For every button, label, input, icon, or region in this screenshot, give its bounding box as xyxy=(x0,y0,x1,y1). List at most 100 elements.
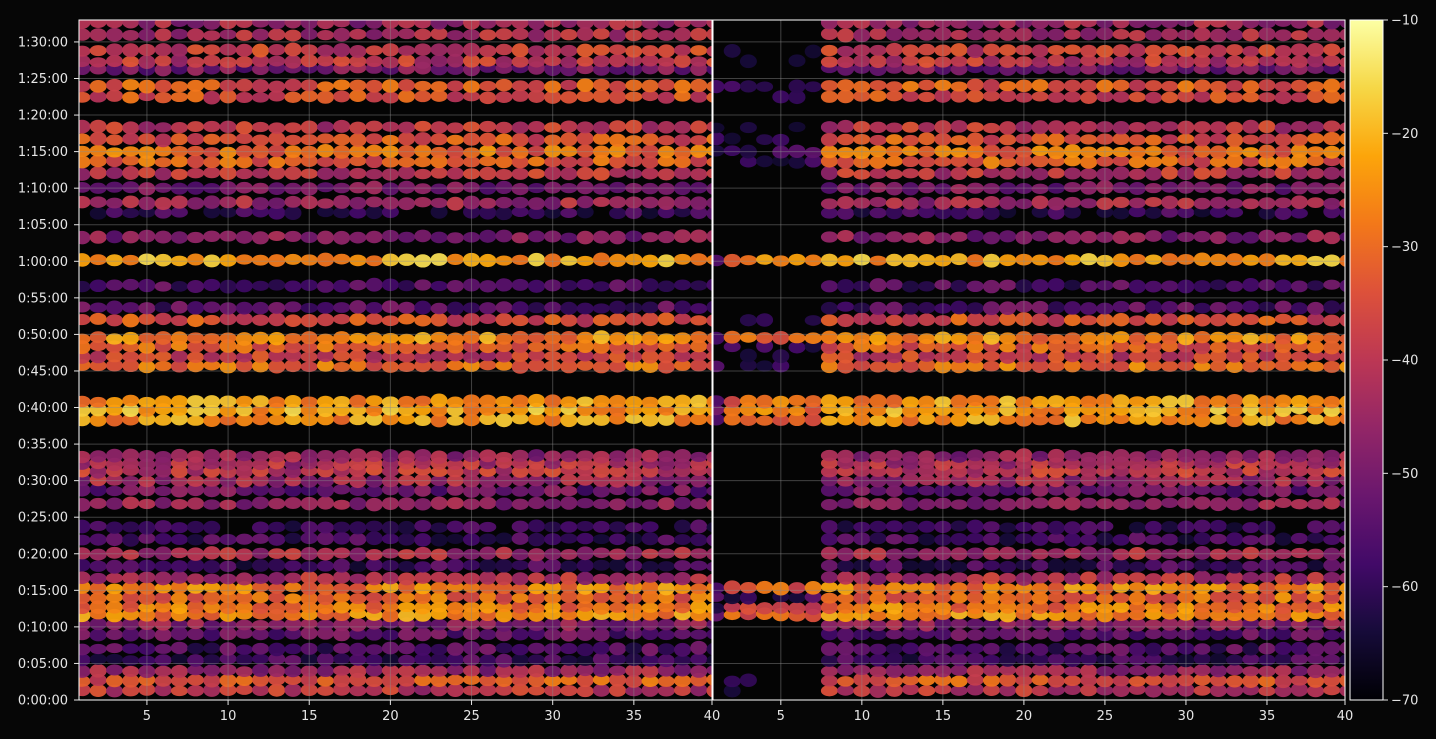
heatmap-cell xyxy=(446,642,464,656)
heatmap-cell xyxy=(1145,156,1162,168)
heatmap-cell xyxy=(79,301,91,313)
heatmap-cell xyxy=(430,533,448,547)
heatmap-cell xyxy=(1193,652,1211,666)
heatmap-cell xyxy=(381,56,399,69)
heatmap-cell xyxy=(1064,91,1081,103)
heatmap-cell xyxy=(268,254,286,267)
heatmap-cell xyxy=(918,79,936,91)
heatmap-cell xyxy=(1274,91,1292,105)
heatmap-cell xyxy=(1307,182,1325,194)
heatmap-cell xyxy=(79,534,91,546)
heatmap-cell xyxy=(154,312,172,326)
heatmap-cell xyxy=(902,664,919,677)
heatmap-cell xyxy=(1015,572,1033,586)
heatmap-cell xyxy=(966,664,984,678)
heatmap-cell xyxy=(674,332,691,345)
heatmap-cell xyxy=(853,451,871,462)
heatmap-cell xyxy=(349,145,367,158)
heatmap-cell xyxy=(657,629,675,641)
heatmap-cell xyxy=(999,311,1017,326)
heatmap-cell xyxy=(625,29,643,42)
heatmap-cell xyxy=(902,396,919,409)
heatmap-cell xyxy=(1047,350,1065,364)
heatmap-cell xyxy=(317,20,334,30)
heatmap-cell xyxy=(1274,617,1292,631)
heatmap-cell xyxy=(1096,581,1114,596)
heatmap-cell xyxy=(463,132,480,146)
heatmap-cell xyxy=(1145,548,1162,561)
heatmap-cell xyxy=(1193,79,1211,92)
heatmap-cell xyxy=(381,134,399,146)
heatmap-cell xyxy=(837,547,855,562)
heatmap-cell xyxy=(853,302,871,314)
heatmap-cell xyxy=(560,674,578,686)
heatmap-cell xyxy=(398,520,416,535)
heatmap-cell xyxy=(1209,643,1227,654)
heatmap-cell xyxy=(284,497,302,510)
heatmap-cell xyxy=(576,302,594,315)
heatmap-cell xyxy=(999,672,1017,687)
heatmap-cell xyxy=(999,121,1017,135)
heatmap-cell xyxy=(381,278,399,292)
heatmap-cell xyxy=(804,81,822,93)
heatmap-cell xyxy=(706,395,712,409)
heatmap-cell xyxy=(576,581,594,595)
heatmap-cell xyxy=(853,559,871,572)
heatmap-cell xyxy=(106,618,123,631)
heatmap-cell xyxy=(1193,570,1211,585)
heatmap-cell xyxy=(398,601,416,613)
heatmap-cell xyxy=(1064,559,1081,574)
heatmap-cell xyxy=(625,395,643,409)
heatmap-cell xyxy=(674,253,691,265)
heatmap-cell xyxy=(333,350,351,362)
heatmap-cell xyxy=(138,475,156,488)
heatmap-cell xyxy=(576,601,594,612)
heatmap-cell xyxy=(1209,626,1227,641)
heatmap-cell xyxy=(1128,572,1146,583)
heatmap-cell xyxy=(219,582,237,596)
heatmap-cell xyxy=(983,122,1000,134)
heatmap-cell xyxy=(365,600,383,614)
heatmap-cell xyxy=(625,153,643,168)
heatmap-cell xyxy=(592,582,610,594)
heatmap-cell xyxy=(219,166,237,181)
heatmap-cell xyxy=(869,683,887,698)
heatmap-cell xyxy=(122,413,140,426)
heatmap-cell xyxy=(902,333,919,344)
heatmap-cell xyxy=(1339,674,1345,688)
heatmap-cell xyxy=(122,331,140,345)
heatmap-cell xyxy=(934,56,952,68)
heatmap-cell xyxy=(333,642,351,654)
heatmap-cell xyxy=(1177,20,1195,27)
heatmap-cell xyxy=(934,573,952,585)
heatmap-cell xyxy=(1323,685,1341,696)
heatmap-cell xyxy=(284,617,302,632)
heatmap-cell xyxy=(349,560,367,573)
heatmap-cell xyxy=(1064,196,1081,208)
heatmap-cell xyxy=(1242,413,1260,426)
heatmap-cell xyxy=(1161,154,1179,167)
heatmap-cell xyxy=(1015,590,1033,604)
heatmap-cell xyxy=(869,629,887,641)
heatmap-cell xyxy=(706,581,712,593)
heatmap-cell xyxy=(1145,559,1162,571)
heatmap-cell xyxy=(300,302,318,313)
colorbar-tick-label: −60 xyxy=(1391,580,1418,595)
heatmap-cell xyxy=(1226,413,1244,428)
x-tick-label: 20 xyxy=(1016,709,1033,724)
heatmap-cell xyxy=(235,484,253,497)
heatmap-cell xyxy=(934,546,952,561)
heatmap-cell xyxy=(657,44,675,58)
heatmap-cell xyxy=(1161,485,1179,497)
heatmap-cell xyxy=(706,642,712,656)
heatmap-cell xyxy=(1096,313,1114,327)
heatmap-cell xyxy=(1047,558,1065,573)
heatmap-cell xyxy=(300,331,318,345)
heatmap-cell xyxy=(463,232,480,243)
heatmap-cell xyxy=(1209,533,1227,545)
heatmap-cell xyxy=(235,533,253,545)
heatmap-cell xyxy=(300,396,318,408)
heatmap-cell xyxy=(544,181,562,194)
heatmap-cell xyxy=(576,43,594,58)
heatmap-cell xyxy=(1242,653,1260,666)
